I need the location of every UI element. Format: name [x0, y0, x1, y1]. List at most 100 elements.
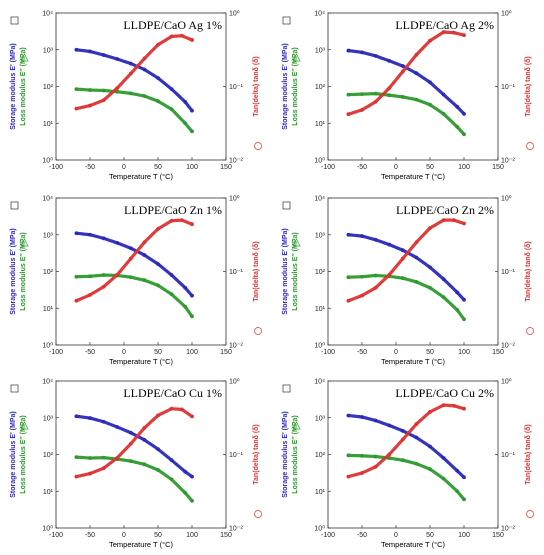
series-loss [74, 87, 194, 134]
x-tick-label: 100 [186, 164, 198, 171]
y-left-tick-label: 10¹ [315, 489, 326, 496]
series-loss-point [190, 314, 194, 319]
x-axis-label: Temperature T (°C) [109, 357, 173, 366]
plot-frame [55, 12, 227, 161]
series-tan-point [441, 218, 446, 223]
chart-panel: -100 -50 0 50 100 150 10⁰ 10¹ 10² 10³ 10⁴ 10⁻² 10⁻¹ 1… [10, 195, 262, 366]
series-storage-point [346, 232, 351, 237]
series-tan-point [400, 256, 405, 261]
series-storage-point [414, 255, 419, 260]
series-tan-point [190, 38, 194, 42]
series-storage-point [142, 437, 147, 442]
series-storage-point [156, 447, 160, 452]
y-axis-label-loss: Loss modulus E″ (MPa) [20, 415, 27, 493]
series-loss-point [183, 491, 188, 495]
series-storage-point [360, 415, 364, 419]
y-left-tick-label: 10² [43, 269, 54, 276]
x-axis-label: Temperature T (°C) [109, 172, 173, 181]
series-tan-point [400, 437, 405, 442]
series-storage-point [346, 48, 351, 53]
x-tick-label: -100 [49, 164, 63, 171]
y-left-tick-label: 10⁴ [42, 196, 53, 203]
x-tick-label: -50 [85, 532, 95, 539]
series-tan [74, 33, 194, 111]
series-loss-point [400, 458, 405, 463]
series-loss-point [441, 295, 446, 300]
x-tick-label: 100 [458, 349, 470, 356]
y-left-tick-label: 10⁴ [314, 11, 325, 18]
series-tan-point [451, 30, 456, 35]
series-tan-point [115, 455, 120, 460]
y-left-tick-label: 10² [43, 452, 54, 459]
chart-title: LLDPE/CaO Ag 2% [395, 18, 494, 32]
y-axis-label-storage: Storage modulus E′ (MPa) [282, 411, 289, 497]
series-tan-point [441, 403, 446, 407]
x-tick-label: 0 [122, 532, 126, 539]
series-loss-point [190, 498, 194, 503]
x-tick-label: 50 [154, 349, 162, 356]
series-storage-point [115, 425, 120, 429]
x-tick-label: -50 [357, 532, 367, 539]
chart-title: LLDPE/CaO Zn 2% [396, 203, 494, 217]
x-axis-label: Temperature T (°C) [109, 540, 173, 549]
y-left-tick-label: 10⁰ [314, 525, 325, 533]
y-right-tick-label: 10⁻¹ [229, 452, 243, 459]
series-storage-point [414, 435, 419, 440]
series-tan [346, 218, 466, 303]
series-storage-point [128, 61, 133, 66]
chart-panel: -100 -50 0 50 100 150 10⁰ 10¹ 10² 10³ 10⁴ 10⁻² 10⁻¹ 1… [282, 10, 534, 181]
series-loss-point [441, 111, 446, 116]
y-right-tick-label: 10⁰ [229, 195, 240, 203]
series-storage-point [169, 458, 174, 463]
series-tan-line [346, 218, 466, 303]
series-tan-point [156, 413, 160, 418]
y-left-tick-label: 10¹ [43, 121, 54, 128]
y-right-tick-label: 10⁰ [501, 195, 512, 203]
series-loss-point [455, 489, 460, 494]
series-tan-point [74, 298, 79, 303]
y-left-tick-label: 10⁰ [314, 342, 325, 350]
y-right-tick-label: 10⁻² [229, 158, 243, 165]
series-storage-point [455, 290, 460, 295]
chart-title: LLDPE/CaO Ag 1% [123, 18, 222, 32]
series-tan-point [414, 240, 419, 245]
y-axis-label-loss: Loss modulus E″ (MPa) [20, 47, 27, 125]
x-tick-label: -100 [49, 532, 63, 539]
y-right-tick-label: 10⁻¹ [229, 84, 243, 91]
series-tan-point [169, 34, 174, 39]
series-tan-point [428, 226, 432, 230]
series-tan-point [451, 218, 456, 223]
series-tan-point [115, 86, 120, 91]
circle-marker-icon [526, 327, 534, 335]
circle-marker-icon [254, 510, 262, 518]
series-storage-point [142, 67, 147, 72]
series-loss [74, 273, 194, 319]
square-marker-icon [282, 384, 291, 393]
y-axis-label-storage: Storage modulus E′ (MPa) [10, 228, 17, 314]
series-storage-point [101, 53, 106, 57]
series-storage-point [183, 469, 188, 474]
y-axis-label-right: Tan(delta) tanδ (δ) [253, 241, 260, 301]
series-storage-point [400, 248, 405, 253]
series-tan-point [190, 222, 194, 227]
x-tick-label: 100 [186, 349, 198, 356]
x-axis-label: Temperature T (°C) [381, 540, 445, 549]
series-tan-point [142, 240, 147, 245]
series-loss-point [88, 274, 92, 279]
series-storage-point [88, 49, 92, 54]
series-tan-point [88, 471, 92, 476]
series-loss-point [183, 304, 188, 309]
series-tan-point [142, 56, 147, 61]
series-storage [74, 231, 194, 298]
y-left-tick-label: 10³ [315, 232, 326, 239]
x-tick-label: -100 [321, 164, 335, 171]
y-left-tick-label: 10² [43, 84, 54, 91]
y-axis-label-storage: Storage modulus E′ (MPa) [10, 43, 17, 129]
x-tick-label: 0 [394, 532, 398, 539]
series-tan-point [451, 403, 456, 408]
x-tick-label: 150 [492, 532, 504, 539]
circle-marker-icon [254, 142, 262, 150]
series-storage-point [128, 430, 133, 435]
series-tan-point [179, 218, 184, 223]
